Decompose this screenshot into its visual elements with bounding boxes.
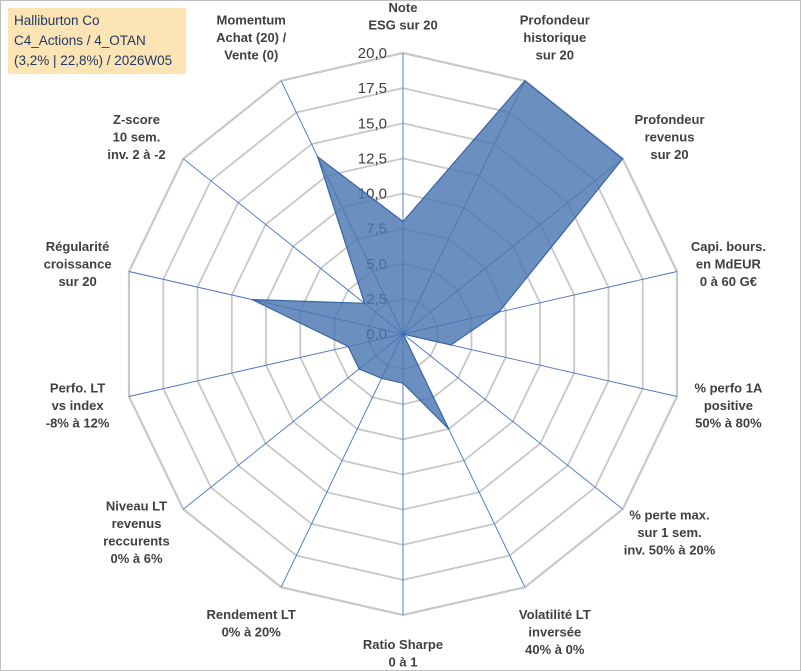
axis-label-1-line-0: Profondeur bbox=[520, 13, 590, 28]
axis-label-10-line-2: -8% à 12% bbox=[46, 415, 110, 430]
data-point-5 bbox=[402, 333, 404, 335]
axis-label-2-line-2: sur 20 bbox=[650, 147, 688, 162]
axis-label-12-line-1: 10 sem. bbox=[113, 130, 161, 145]
axis-label-2-line-0: Profondeur bbox=[634, 112, 704, 127]
axis-label-5-line-0: % perte max. bbox=[629, 507, 709, 522]
axis-label-10-line-1: vs index bbox=[52, 398, 105, 413]
axis-label-9-line-3: 0% à 6% bbox=[110, 551, 162, 566]
axis-label-0-line-1: ESG sur 20 bbox=[368, 18, 437, 33]
axis-label-2-line-1: revenus bbox=[645, 130, 695, 145]
axis-label-1-line-2: sur 20 bbox=[536, 48, 574, 63]
radar-axis-labels: Note ESG sur 20 Profondeur historique sur 20… bbox=[44, 0, 766, 670]
data-point-3 bbox=[498, 311, 500, 313]
data-point-0 bbox=[402, 220, 404, 223]
axis-label-8: Rendement LT 0% à 20% bbox=[207, 607, 296, 640]
chart-title-company: Halliburton Co bbox=[14, 13, 100, 28]
axis-label-5-line-2: inv. 50% à 20% bbox=[624, 542, 716, 557]
axis-label-13-line-0: Momentum bbox=[217, 13, 286, 28]
axis-label-13-line-2: Vente (0) bbox=[224, 48, 278, 63]
spoke-5 bbox=[402, 333, 623, 510]
axis-label-3-line-0: Capi. bours. bbox=[691, 239, 766, 254]
axis-label-10: Perfo. LT vs index -8% à 12% bbox=[46, 380, 110, 430]
axis-label-7: Ratio Sharpe 0 à 1 bbox=[363, 637, 443, 670]
data-point-11 bbox=[251, 298, 254, 301]
axis-label-3-line-1: en MdEUR bbox=[696, 257, 762, 272]
axis-label-8-line-0: Rendement LT bbox=[207, 607, 296, 622]
data-point-6 bbox=[447, 428, 450, 430]
axis-label-9-line-2: reccurents bbox=[103, 534, 169, 549]
axis-label-4-line-0: % perfo 1A bbox=[694, 380, 763, 395]
axis-label-6-line-2: 40% à 0% bbox=[525, 642, 585, 657]
tick-label-5: 12,5 bbox=[358, 150, 387, 167]
chart-title-stats: (3,2% | 22,8%) / 2026W05 bbox=[14, 53, 173, 68]
axis-label-12-line-2: inv. 2 à -2 bbox=[107, 147, 165, 162]
axis-label-11-line-0: Régularité bbox=[46, 239, 110, 254]
radar-series bbox=[251, 80, 624, 430]
axis-label-11: Régularité croissance sur 20 bbox=[44, 239, 112, 289]
axis-label-4-line-2: 50% à 80% bbox=[695, 415, 762, 430]
axis-label-7-line-0: Ratio Sharpe bbox=[363, 637, 443, 652]
axis-label-13-line-1: Achat (20) / bbox=[216, 30, 286, 45]
data-point-4 bbox=[450, 344, 452, 346]
data-point-9 bbox=[358, 368, 360, 370]
axis-label-5-line-1: sur 1 sem. bbox=[637, 525, 701, 540]
axis-label-6: Volatilité LT inversée 40% à 0% bbox=[519, 607, 591, 657]
axis-label-9-line-0: Niveau LT bbox=[106, 499, 167, 514]
tick-label-6: 15,0 bbox=[358, 115, 387, 132]
axis-label-0-line-0: Note bbox=[389, 0, 418, 15]
data-point-12 bbox=[363, 302, 366, 305]
axis-label-4: % perfo 1A positive 50% à 80% bbox=[694, 380, 763, 430]
axis-label-1-line-1: historique bbox=[523, 30, 586, 45]
axis-label-7-line-1: 0 à 1 bbox=[389, 655, 418, 670]
series-polygon bbox=[251, 80, 624, 430]
data-point-8 bbox=[380, 377, 383, 380]
axis-label-8-line-1: 0% à 20% bbox=[222, 624, 282, 639]
axis-label-11-line-1: croissance bbox=[44, 257, 112, 272]
axis-label-9-line-1: revenus bbox=[112, 516, 162, 531]
data-point-2 bbox=[621, 158, 624, 160]
axis-label-2: Profondeur revenus sur 20 bbox=[634, 112, 704, 162]
data-point-1 bbox=[524, 80, 526, 82]
axis-label-6-line-1: inversée bbox=[528, 624, 581, 639]
data-point-13 bbox=[316, 156, 319, 158]
axis-label-10-line-0: Perfo. LT bbox=[50, 380, 105, 395]
axis-label-13: Momentum Achat (20) / Vente (0) bbox=[216, 13, 286, 63]
data-point-7 bbox=[402, 382, 404, 385]
axis-label-12: Z-score 10 sem. inv. 2 à -2 bbox=[107, 112, 165, 162]
axis-label-1: Profondeur historique sur 20 bbox=[520, 13, 590, 63]
axis-label-4-line-1: positive bbox=[704, 398, 753, 413]
axis-label-9: Niveau LT revenus reccurents 0% à 6% bbox=[103, 499, 169, 566]
axis-label-11-line-2: sur 20 bbox=[58, 274, 96, 289]
chart-title-box: Halliburton Co C4_Actions / 4_OTAN (3,2%… bbox=[8, 8, 186, 74]
tick-label-7: 17,5 bbox=[358, 80, 387, 97]
tick-label-8: 20,0 bbox=[358, 45, 387, 62]
axis-label-12-line-0: Z-score bbox=[113, 112, 160, 127]
axis-label-6-line-0: Volatilité LT bbox=[519, 607, 591, 622]
axis-label-5: % perte max. sur 1 sem. inv. 50% à 20% bbox=[624, 507, 716, 557]
axis-label-0: Note ESG sur 20 bbox=[368, 0, 437, 33]
data-point-10 bbox=[347, 345, 350, 348]
axis-label-3-line-2: 0 à 60 G€ bbox=[700, 274, 757, 289]
axis-label-3: Capi. bours. en MdEUR 0 à 60 G€ bbox=[691, 239, 766, 289]
chart-title-category: C4_Actions / 4_OTAN bbox=[14, 33, 146, 48]
